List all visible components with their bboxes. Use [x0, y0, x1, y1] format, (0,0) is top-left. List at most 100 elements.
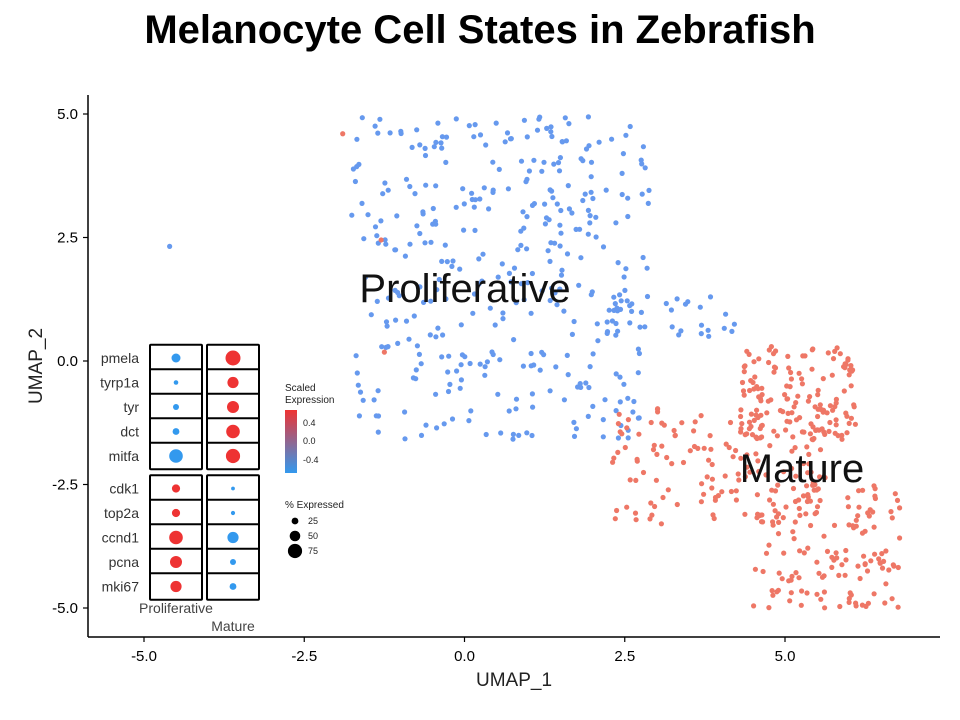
- scatter-point: [403, 176, 410, 182]
- scatter-point: [565, 372, 571, 378]
- scatter-point: [800, 460, 807, 467]
- dotplot-inset: pmela tyrp1a tyr dct mitfa cdk1 top2a ccnd1 pcna…: [100, 343, 260, 634]
- scatter-point: [770, 522, 776, 528]
- scatter-point: [547, 258, 553, 264]
- scatter-point: [542, 201, 548, 207]
- scatter-point: [833, 422, 839, 428]
- scatter-point: [546, 217, 552, 223]
- scatter-point: [796, 575, 802, 581]
- scatter-point: [508, 279, 514, 285]
- scatter-point: [709, 476, 716, 482]
- scatter-point: [612, 301, 618, 307]
- scatter-point: [793, 570, 799, 576]
- scatter-point: [723, 311, 729, 317]
- dotplot-dot: [169, 530, 183, 545]
- scatter-point: [642, 165, 648, 171]
- y-tick-label: 5.0: [57, 106, 78, 123]
- scatter-point: [850, 367, 856, 373]
- scatter-point: [417, 284, 423, 290]
- scatter-point: [590, 403, 596, 409]
- x-tick-label: 2.5: [614, 648, 635, 665]
- scatter-point: [528, 310, 534, 316]
- scatter-point: [844, 413, 850, 419]
- scatter-point: [578, 255, 584, 261]
- y-tick-label: 2.5: [57, 230, 78, 247]
- scatter-point: [356, 161, 362, 167]
- scatter-point: [541, 159, 547, 165]
- group-label: Proliferative: [139, 600, 213, 616]
- scatter-point: [545, 248, 551, 254]
- scatter-point: [467, 360, 473, 367]
- scatter-point: [871, 591, 877, 597]
- scatter-point: [576, 282, 582, 288]
- scatter-point: [679, 420, 685, 426]
- scatter-point: [554, 201, 560, 207]
- scatter-point: [357, 389, 364, 395]
- scatter-point: [783, 504, 789, 510]
- scatter-point: [453, 116, 459, 122]
- scatter-point: [445, 388, 452, 395]
- scatter-point: [454, 368, 460, 374]
- color-legend-title: Scaled: [285, 383, 316, 394]
- scatter-point: [402, 253, 408, 259]
- scatter-point: [889, 596, 895, 602]
- scatter-point: [534, 127, 541, 133]
- scatter-point: [822, 431, 828, 437]
- scatter-point: [790, 434, 796, 440]
- scatter-point: [817, 447, 824, 453]
- scatter-point: [752, 566, 759, 572]
- scatter-point: [356, 413, 362, 419]
- scatter-point: [759, 434, 765, 440]
- scatter-point: [443, 159, 449, 165]
- scatter-point: [587, 220, 593, 226]
- scatter-point: [751, 386, 757, 392]
- scatter-point: [624, 425, 630, 431]
- scatter-point: [520, 363, 527, 369]
- scatter-point: [381, 349, 387, 355]
- scatter-point: [769, 487, 775, 493]
- scatter-point: [544, 125, 550, 131]
- scatter-point: [750, 379, 756, 386]
- scatter-point: [385, 187, 391, 193]
- scatter-point: [805, 470, 811, 476]
- scatter-point: [771, 364, 778, 370]
- scatter-point: [580, 197, 586, 204]
- scatter-point: [848, 363, 854, 369]
- scatter-point: [627, 303, 633, 309]
- scatter-point: [409, 144, 415, 150]
- scatter-point: [606, 307, 612, 313]
- scatter-point: [772, 508, 778, 514]
- scatter-point: [552, 290, 558, 296]
- scatter-point: [563, 138, 570, 144]
- scatter-point: [793, 417, 800, 423]
- scatter-point: [513, 406, 519, 412]
- scatter-point: [846, 599, 852, 606]
- scatter-point: [815, 387, 821, 393]
- scatter-point: [746, 426, 753, 432]
- scatter-point: [836, 572, 842, 579]
- scatter-point: [705, 327, 711, 333]
- scatter-point: [877, 560, 883, 566]
- scatter-point: [557, 286, 563, 292]
- scatter-point: [678, 328, 684, 334]
- scatter-point: [524, 176, 530, 182]
- scatter-point: [615, 421, 622, 427]
- scatter-point: [799, 429, 806, 435]
- scatter-point: [635, 370, 641, 376]
- scatter-point: [845, 357, 851, 363]
- scatter-point: [439, 134, 445, 140]
- scatter-point: [433, 391, 439, 397]
- scatter-point: [499, 261, 505, 267]
- scatter-point: [796, 370, 802, 376]
- scatter-point: [616, 411, 622, 417]
- scatter-point: [571, 433, 578, 439]
- scatter-point: [800, 493, 807, 499]
- scatter-point: [355, 382, 361, 388]
- scatter-point: [872, 551, 878, 557]
- scatter-point: [645, 200, 651, 206]
- scatter-point: [635, 415, 642, 421]
- scatter-point: [413, 367, 419, 373]
- scatter-point: [526, 168, 533, 174]
- y-axis-label: UMAP_2: [26, 328, 47, 404]
- scatter-point: [810, 424, 816, 430]
